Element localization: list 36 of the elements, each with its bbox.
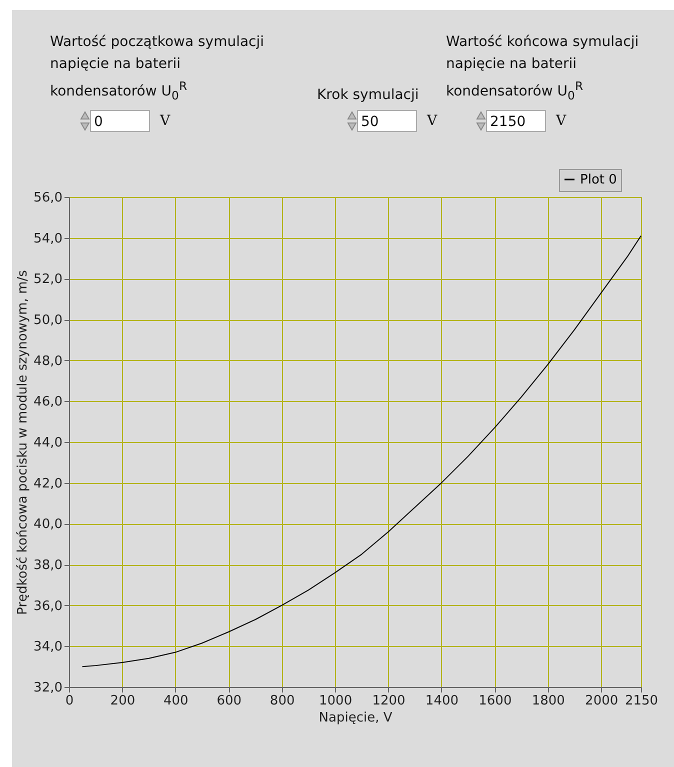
x-tick-label: 2000 — [585, 694, 618, 708]
y-tick-label: 32,0 — [34, 680, 62, 696]
y-tick-label: 36,0 — [34, 598, 62, 614]
x-tick-label: 800 — [270, 694, 295, 708]
x-axis-title: Napięcie, V — [318, 710, 392, 726]
x-tick-label: 200 — [110, 694, 136, 708]
text: V — [427, 112, 438, 131]
y-tick-label: 34,0 — [34, 640, 62, 655]
text: V — [556, 112, 566, 131]
y-tick-label: 56,0 — [34, 190, 62, 206]
text: V — [160, 112, 170, 131]
y-tick-label: 50,0 — [34, 313, 62, 328]
y-tick-label: 42,0 — [34, 476, 62, 492]
y-tick-label: 52,0 — [34, 272, 62, 288]
x-tick-label: 400 — [164, 694, 188, 708]
text: 50 — [357, 110, 417, 132]
y-tick-label: 48,0 — [34, 354, 62, 369]
x-tick-label: 1200 — [372, 694, 406, 708]
y-tick-label: 46,0 — [34, 394, 62, 410]
line-series — [82, 235, 642, 668]
legend-label: Plot 0 — [580, 172, 617, 188]
x-tick-label: 1800 — [532, 694, 565, 708]
x-tick-label: 1400 — [425, 694, 459, 708]
text: 2150 — [486, 110, 546, 132]
y-tick-label: 54,0 — [34, 231, 62, 246]
y-axis-title: Prędkość końcowa pocisku w module szynowym, m/s — [16, 270, 31, 615]
x-tick-label: 0 — [65, 694, 74, 708]
y-tick-label: 38,0 — [34, 558, 62, 573]
x-tick-label: 600 — [216, 694, 242, 708]
y-tick-label: 44,0 — [34, 436, 62, 450]
text: Krok symulacji — [317, 86, 420, 105]
x-tick-label: 1000 — [319, 694, 352, 708]
y-tick-label: 40,0 — [34, 517, 62, 532]
text: 0 — [90, 110, 150, 132]
x-tick-label: 1600 — [478, 694, 512, 708]
x-tick-label: 2150 — [624, 694, 658, 708]
